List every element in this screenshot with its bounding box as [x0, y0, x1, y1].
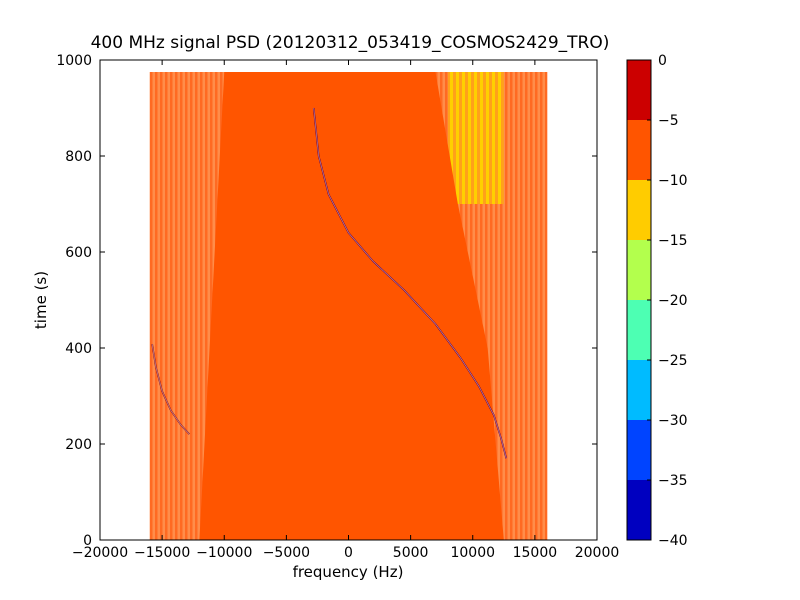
colorbar-level	[627, 480, 651, 540]
y-tick-label: 0	[83, 533, 92, 549]
x-tick-label: 20000	[575, 545, 620, 561]
x-tick-label: 5000	[393, 545, 429, 561]
y-tick-label: 1000	[56, 53, 92, 69]
colorbar-tick-label: −20	[658, 293, 688, 309]
chart-title: 400 MHz signal PSD (20120312_053419_COSM…	[91, 33, 610, 53]
y-tick-label: 600	[65, 245, 92, 261]
colorbar-level	[627, 60, 651, 120]
colorbar-tick-label: −30	[658, 413, 688, 429]
main-band-region	[199, 72, 504, 540]
y-tick-label: 800	[65, 149, 92, 165]
x-tick-label: −10000	[196, 545, 252, 561]
x-tick-label: −5000	[263, 545, 310, 561]
yellow-patch-region	[447, 72, 504, 204]
colorbar-tick-label: −5	[658, 113, 679, 129]
x-tick-label: 15000	[513, 545, 558, 561]
x-tick-label: 0	[344, 545, 353, 561]
colorbar-level	[627, 120, 651, 180]
colorbar: 0 −5 −10 −15 −20 −25 −30 −35 −40	[626, 53, 688, 549]
colorbar-level	[627, 180, 651, 240]
y-axis-label: time (s)	[32, 271, 50, 329]
colorbar-tick-label: −35	[658, 473, 688, 489]
x-tick-label: 10000	[450, 545, 495, 561]
x-axis-label: frequency (Hz)	[293, 563, 404, 581]
x-tick-label: −15000	[134, 545, 190, 561]
colorbar-tick-label: −25	[658, 353, 688, 369]
colorbar-tick-label: −10	[658, 173, 688, 189]
signal-trace-highlight-1	[313, 107, 507, 459]
colorbar-level	[627, 300, 651, 360]
colorbar-level	[627, 420, 651, 480]
colorbar-tick-label: 0	[658, 53, 667, 69]
signal-trace-highlight-2	[151, 344, 190, 435]
x-tick-label: −20000	[72, 545, 128, 561]
y-tick-label: 400	[65, 341, 92, 357]
plot-area: −20000 −15000 −10000 −5000 0 5000 10000 15000 20…	[56, 53, 619, 561]
colorbar-level	[627, 240, 651, 300]
y-tick-label: 200	[65, 437, 92, 453]
colorbar-tick-label: −15	[658, 233, 688, 249]
colorbar-level	[627, 360, 651, 420]
colorbar-tick-label: −40	[658, 533, 688, 549]
